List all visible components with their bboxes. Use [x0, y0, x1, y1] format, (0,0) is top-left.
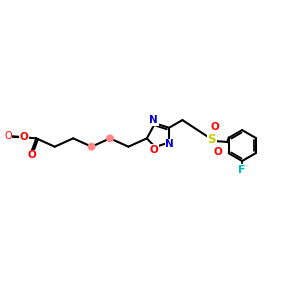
Text: O: O	[214, 147, 222, 157]
Text: O: O	[27, 150, 36, 160]
Text: F: F	[238, 165, 246, 175]
Text: S: S	[208, 133, 216, 146]
Text: O: O	[4, 131, 12, 141]
Circle shape	[107, 135, 113, 142]
Text: N: N	[149, 115, 158, 125]
Text: N: N	[165, 139, 174, 149]
Text: O: O	[149, 145, 158, 155]
Text: O: O	[20, 132, 28, 142]
Circle shape	[88, 143, 95, 150]
Text: O: O	[210, 122, 219, 132]
